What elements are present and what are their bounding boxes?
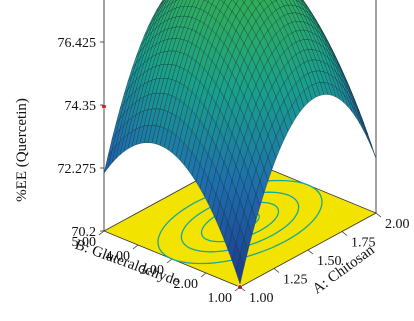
surface-cell: [235, 254, 245, 285]
x-tick-mark: [341, 231, 348, 236]
x-tick-mark: [273, 268, 280, 273]
x-axis-label: A: Chitosan: [310, 242, 378, 298]
y-tick-label: 1.00: [208, 291, 233, 306]
x-tick-label: 2.00: [385, 217, 410, 232]
y-tick-mark: [166, 258, 173, 264]
surface-cell: [241, 0, 246, 3]
y-tick-label: 5.00: [72, 235, 97, 250]
x-tick-label: 1.50: [317, 254, 342, 269]
y-tick-mark: [234, 286, 241, 292]
z-axis-label: %EE (Quercetin): [14, 98, 30, 202]
x-tick-mark: [375, 212, 382, 218]
x-tick-mark: [239, 286, 246, 292]
surface-cell: [250, 0, 255, 3]
y-tick-mark: [132, 244, 139, 250]
tick-labels: 78.576.42574.3572.27570.21.001.251.501.7…: [58, 36, 410, 306]
surface-cell: [359, 119, 369, 140]
y-tick-mark: [98, 230, 105, 236]
z-tick-label: 72.275: [58, 162, 97, 177]
z-tick-label: 70.2: [72, 225, 97, 240]
y-tick-label: 2.00: [174, 277, 199, 292]
y-tick-mark: [200, 272, 207, 278]
y-tick-label: 4.00: [106, 249, 131, 264]
z-tick-label: 76.425: [58, 36, 97, 51]
x-tick-label: 1.25: [283, 273, 308, 288]
y-tick-label: 3.00: [140, 263, 165, 278]
x-tick-mark: [307, 249, 314, 255]
x-tick-label: 1.75: [351, 236, 376, 251]
x-tick-label: 1.00: [249, 291, 274, 306]
z-tick-label: 74.35: [65, 99, 97, 114]
surface-mesh: [103, 0, 377, 285]
